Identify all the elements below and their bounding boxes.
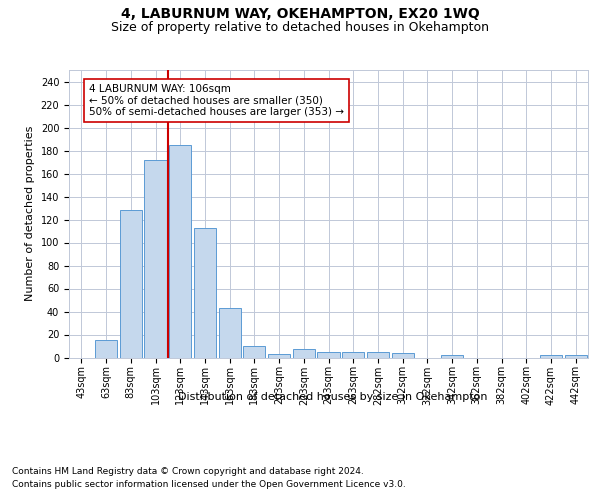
Bar	[392, 353, 414, 358]
Bar	[218, 308, 241, 358]
Text: Size of property relative to detached houses in Okehampton: Size of property relative to detached ho…	[111, 21, 489, 34]
Bar	[145, 160, 167, 358]
Text: 4, LABURNUM WAY, OKEHAMPTON, EX20 1WQ: 4, LABURNUM WAY, OKEHAMPTON, EX20 1WQ	[121, 8, 479, 22]
Bar	[95, 340, 117, 357]
Text: 4 LABURNUM WAY: 106sqm
← 50% of detached houses are smaller (350)
50% of semi-de: 4 LABURNUM WAY: 106sqm ← 50% of detached…	[89, 84, 344, 117]
Bar	[540, 355, 562, 358]
Bar	[441, 355, 463, 358]
Bar	[317, 352, 340, 358]
Bar	[342, 352, 364, 358]
Y-axis label: Number of detached properties: Number of detached properties	[25, 126, 35, 302]
Text: Contains public sector information licensed under the Open Government Licence v3: Contains public sector information licen…	[12, 480, 406, 489]
Bar	[293, 350, 315, 358]
Bar	[169, 145, 191, 358]
Bar	[243, 346, 265, 358]
Bar	[268, 354, 290, 358]
Bar	[119, 210, 142, 358]
Bar	[367, 352, 389, 358]
Bar	[194, 228, 216, 358]
Text: Contains HM Land Registry data © Crown copyright and database right 2024.: Contains HM Land Registry data © Crown c…	[12, 468, 364, 476]
Bar	[565, 355, 587, 358]
Text: Distribution of detached houses by size in Okehampton: Distribution of detached houses by size …	[178, 392, 488, 402]
